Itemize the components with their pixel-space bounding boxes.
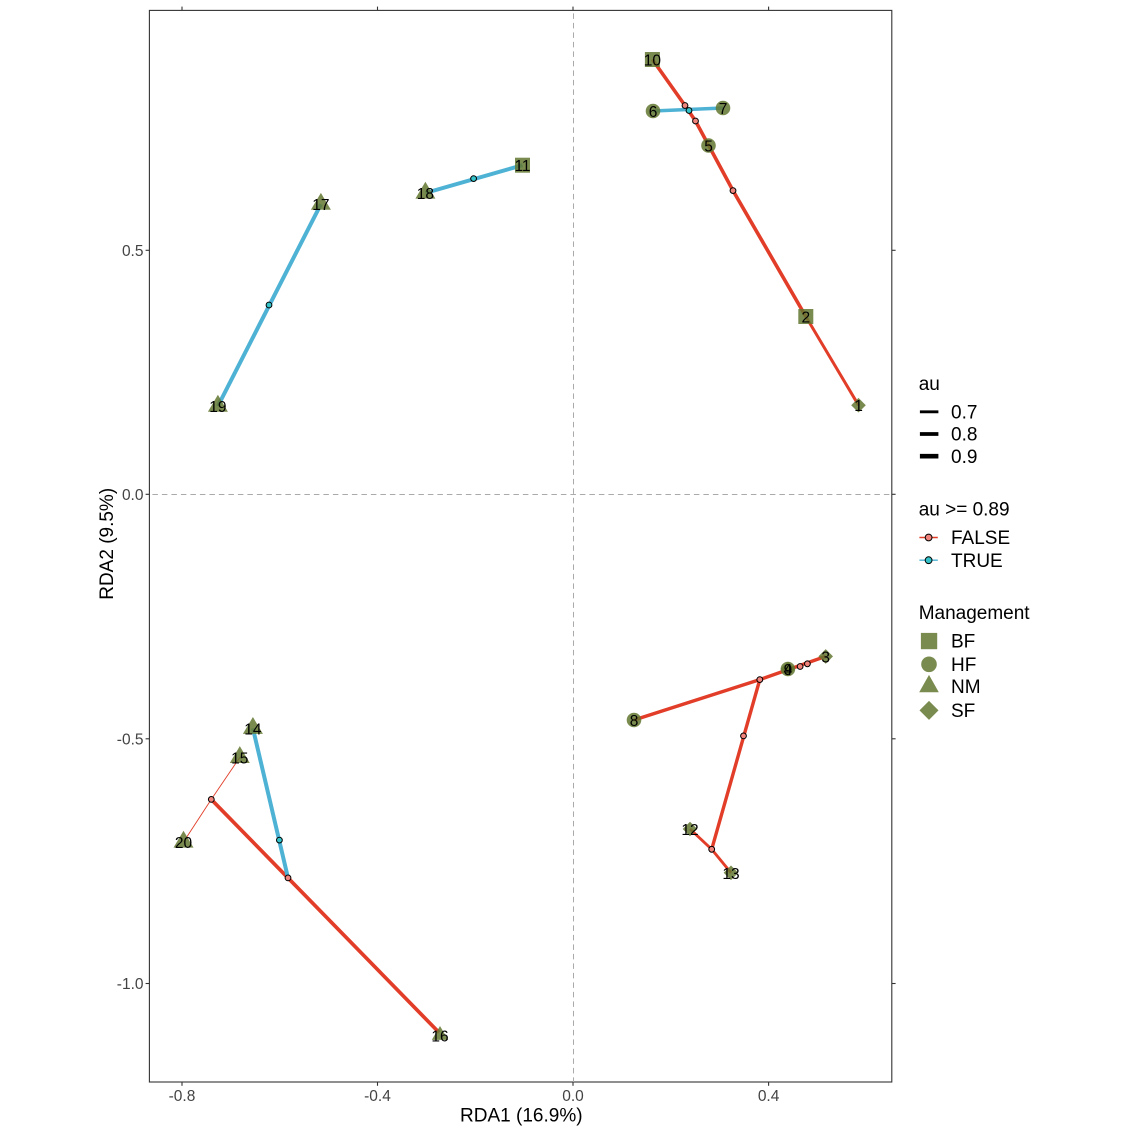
svg-text:SF: SF bbox=[951, 701, 975, 722]
svg-text:20: 20 bbox=[175, 835, 193, 852]
svg-text:0.5: 0.5 bbox=[122, 243, 144, 260]
svg-text:5: 5 bbox=[704, 139, 713, 156]
svg-text:-0.5: -0.5 bbox=[117, 731, 144, 748]
svg-text:7: 7 bbox=[719, 101, 728, 118]
svg-text:11: 11 bbox=[514, 158, 530, 175]
svg-text:0.8: 0.8 bbox=[951, 425, 977, 446]
svg-text:0.7: 0.7 bbox=[951, 402, 977, 423]
svg-text:16: 16 bbox=[431, 1028, 448, 1045]
svg-text:15: 15 bbox=[231, 750, 248, 767]
svg-text:HF: HF bbox=[951, 655, 976, 676]
svg-text:10: 10 bbox=[644, 53, 662, 70]
svg-text:0.0: 0.0 bbox=[122, 487, 144, 504]
svg-text:2: 2 bbox=[801, 310, 810, 327]
svg-text:4: 4 bbox=[784, 662, 793, 679]
svg-text:au: au bbox=[919, 374, 940, 395]
svg-text:TRUE: TRUE bbox=[951, 551, 1003, 572]
svg-text:6: 6 bbox=[649, 104, 658, 121]
svg-text:0.0: 0.0 bbox=[562, 1088, 584, 1105]
svg-text:14: 14 bbox=[244, 721, 262, 738]
svg-text:-0.8: -0.8 bbox=[169, 1088, 196, 1105]
svg-text:FALSE: FALSE bbox=[951, 528, 1010, 549]
svg-text:Management: Management bbox=[919, 603, 1031, 624]
svg-text:au >= 0.89: au >= 0.89 bbox=[919, 499, 1010, 520]
svg-text:-0.4: -0.4 bbox=[364, 1088, 391, 1105]
svg-text:0.9: 0.9 bbox=[951, 447, 977, 468]
svg-text:RDA2 (9.5%): RDA2 (9.5%) bbox=[97, 488, 118, 600]
svg-text:18: 18 bbox=[417, 186, 434, 203]
svg-text:RDA1 (16.9%): RDA1 (16.9%) bbox=[460, 1105, 583, 1126]
svg-text:19: 19 bbox=[209, 399, 226, 416]
svg-text:13: 13 bbox=[722, 866, 739, 883]
svg-text:17: 17 bbox=[312, 197, 329, 214]
svg-text:8: 8 bbox=[630, 713, 639, 730]
svg-text:-1.0: -1.0 bbox=[117, 976, 144, 993]
svg-text:0.4: 0.4 bbox=[758, 1088, 780, 1105]
svg-text:12: 12 bbox=[681, 822, 698, 839]
svg-text:3: 3 bbox=[821, 649, 830, 666]
svg-text:1: 1 bbox=[854, 398, 863, 415]
svg-text:BF: BF bbox=[951, 632, 975, 653]
svg-text:NM: NM bbox=[951, 677, 981, 698]
svg-text:9: 9 bbox=[784, 662, 793, 679]
